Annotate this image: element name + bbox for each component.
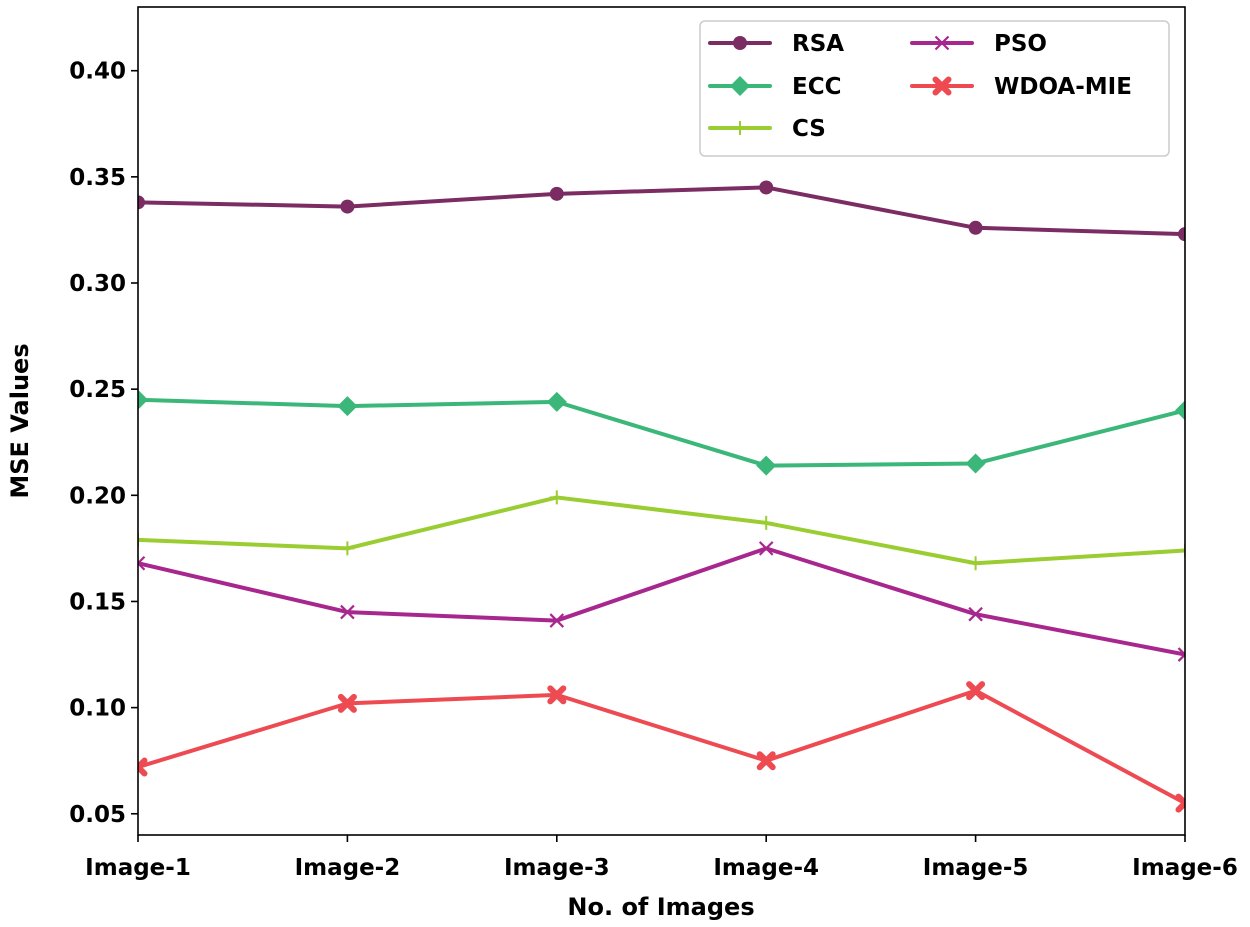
x-tick-label: Image-2 <box>295 855 401 881</box>
legend-marker-pso <box>934 35 950 51</box>
y-tick-label: 0.30 <box>69 271 126 297</box>
x-tick-label: Image-1 <box>85 855 191 881</box>
series-line-cs <box>138 495 1185 566</box>
y-tick-label: 0.15 <box>69 589 126 615</box>
x-axis-label: No. of Images <box>567 893 754 921</box>
data-point-rsa <box>549 186 564 201</box>
series-line-pso <box>138 546 1185 657</box>
data-point-wdoa-mie <box>966 681 986 701</box>
legend-marker-ecc <box>730 76 750 96</box>
data-point-ecc <box>965 453 986 474</box>
data-point-rsa <box>759 180 774 195</box>
legend-item-wdoa-mie: WDOA-MIE <box>910 74 1132 100</box>
legend-label-pso: PSO <box>994 31 1047 57</box>
y-tick-label: 0.40 <box>69 59 126 85</box>
legend-item-rsa: RSA <box>708 31 844 57</box>
legend-label-ecc: ECC <box>792 74 841 100</box>
data-point-cs <box>759 515 774 530</box>
data-point-cs <box>549 490 564 505</box>
series-wdoa-mie <box>138 681 1185 813</box>
data-point-ecc <box>546 391 567 412</box>
plot-frame <box>137 6 1186 836</box>
data-point-pso <box>549 613 565 628</box>
data-point-pso <box>138 555 146 571</box>
data-point-wdoa-mie <box>1175 793 1185 813</box>
data-point-ecc <box>756 455 777 476</box>
data-point-pso <box>968 606 983 622</box>
data-point-cs <box>138 532 145 547</box>
legend-item-pso: PSO <box>910 31 1047 57</box>
x-tick-label: Image-4 <box>713 855 819 881</box>
series-layer <box>138 180 1185 813</box>
series-line-wdoa-mie <box>138 688 1185 806</box>
data-point-wdoa-mie <box>138 757 148 777</box>
legend-marker-wdoa-mie <box>932 76 952 96</box>
y-tick-label: 0.25 <box>69 377 126 403</box>
data-point-cs <box>1178 543 1185 558</box>
series-cs <box>138 490 1185 571</box>
legend-label-rsa: RSA <box>792 31 844 57</box>
data-point-cs <box>968 556 983 571</box>
x-tick-label: Image-5 <box>923 855 1029 881</box>
series-line-ecc <box>138 397 1185 468</box>
series-line-rsa <box>138 185 1185 237</box>
data-point-cs <box>340 541 355 556</box>
y-tick-label: 0.35 <box>69 165 126 191</box>
legend-label-wdoa-mie: WDOA-MIE <box>994 74 1132 100</box>
y-axis-label: MSE Values <box>6 343 34 498</box>
y-tick-label: 0.10 <box>69 696 126 722</box>
legend-marker-rsa <box>733 36 747 50</box>
data-point-rsa <box>340 199 355 214</box>
series-ecc <box>138 389 1185 476</box>
series-rsa <box>138 180 1185 242</box>
legend-box <box>699 20 1170 157</box>
data-point-wdoa-mie <box>756 751 776 771</box>
series-pso <box>138 541 1185 662</box>
axes-layer: 0.05 0.10 0.15 0.20 0.25 0.30 0.35 0.40 Image-1 I… <box>69 59 1238 881</box>
data-point-rsa <box>968 220 983 235</box>
data-point-rsa <box>1178 227 1185 242</box>
data-point-wdoa-mie <box>337 693 357 713</box>
legend-item-ecc: ECC <box>708 74 841 100</box>
data-point-ecc <box>1175 400 1185 421</box>
data-point-pso <box>1177 647 1185 662</box>
data-point-pso <box>758 541 774 556</box>
legend-marker-cs <box>733 121 747 135</box>
data-point-rsa <box>138 195 145 210</box>
data-point-ecc <box>337 396 358 417</box>
legend-item-cs: CS <box>708 116 826 142</box>
legend: RSA ECC CS PSO WDOA-MIE <box>699 20 1170 157</box>
y-tick-label: 0.20 <box>69 483 126 509</box>
data-point-wdoa-mie <box>547 685 567 705</box>
data-point-ecc <box>138 389 148 410</box>
x-tick-label: Image-6 <box>1132 855 1238 881</box>
y-tick-label: 0.05 <box>69 802 126 828</box>
x-tick-label: Image-3 <box>504 855 610 881</box>
data-point-pso <box>340 604 355 620</box>
legend-label-cs: CS <box>792 116 826 142</box>
